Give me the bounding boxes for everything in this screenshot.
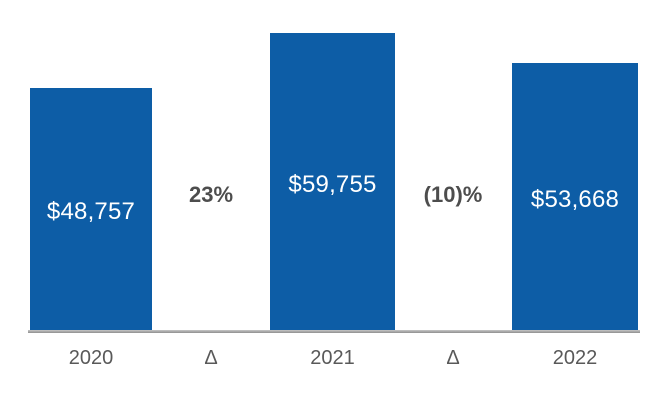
- x-axis-label-2022: 2022: [552, 347, 598, 369]
- bar-2021: $59,755: [270, 33, 395, 330]
- bar-value-label-2020: $48,757: [46, 198, 136, 225]
- x-axis-label-delta: Δ: [446, 347, 460, 369]
- delta-percent-label-1: 23%: [188, 182, 234, 207]
- x-axis-label-2020: 2020: [68, 347, 114, 369]
- bar-2020: $48,757: [30, 88, 152, 330]
- x-axis-line: [28, 330, 640, 333]
- bar-2022: $53,668: [512, 63, 638, 330]
- x-axis-label-delta: Δ: [204, 347, 218, 369]
- delta-percent-label-2: (10)%: [423, 182, 483, 207]
- x-axis-label-2021: 2021: [310, 347, 355, 369]
- bar-value-label-2021: $59,755: [288, 170, 377, 198]
- bar-value-label-2022: $53,668: [530, 185, 620, 213]
